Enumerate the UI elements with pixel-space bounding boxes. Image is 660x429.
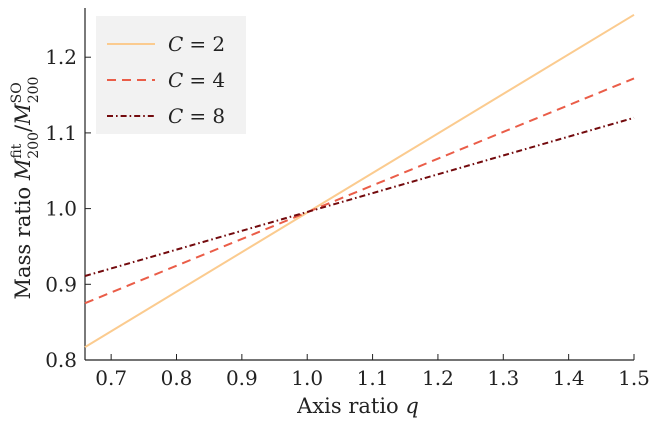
x-tick-label: 1.5 xyxy=(618,366,650,390)
y-axis-title-group: Mass ratio Mfit200/MSO200 xyxy=(9,77,42,300)
series-lines xyxy=(84,13,635,348)
series-line-1 xyxy=(84,13,635,348)
legend-symbol-2: C xyxy=(168,68,183,92)
legend-label-1: C = 2 xyxy=(168,32,225,56)
ticks: 0.7 0.8 0.9 1.0 1.1 1.2 1.3 1.4 1.5 0.8 0.9 1.0 1.1 1… xyxy=(45,45,650,390)
y-tick-label: 0.8 xyxy=(45,348,77,372)
x-tick-label: 0.9 xyxy=(226,366,258,390)
legend-symbol-3: C xyxy=(168,104,183,128)
y-axis-title: Mass ratio Mfit200/MSO200 xyxy=(9,77,42,300)
legend-value-1: = 2 xyxy=(189,32,225,56)
x-tick-label: 0.7 xyxy=(95,366,127,390)
legend-value-3: = 8 xyxy=(189,104,225,128)
y-tick-label: 1.2 xyxy=(45,45,77,69)
x-tick-label: 1.3 xyxy=(487,366,519,390)
legend-box xyxy=(96,16,246,134)
x-axis-title: Axis ratio q xyxy=(296,394,419,418)
series-line-3 xyxy=(84,116,635,277)
y-tick-label: 0.9 xyxy=(45,272,77,296)
legend-value-2: = 4 xyxy=(189,68,225,92)
x-tick-label: 1.2 xyxy=(422,366,454,390)
x-tick-label: 1.4 xyxy=(553,366,585,390)
x-tick-label: 1.1 xyxy=(357,366,389,390)
legend: C = 2C = 4C = 8 xyxy=(96,16,246,134)
y-tick-label: 1.1 xyxy=(45,121,77,145)
x-tick-label: 1.0 xyxy=(291,366,323,390)
legend-symbol-1: C xyxy=(168,32,183,56)
x-tick-label: 0.8 xyxy=(161,366,193,390)
series-line-2 xyxy=(84,77,635,305)
y-tick-label: 1.0 xyxy=(45,197,77,221)
legend-label-2: C = 4 xyxy=(168,68,225,92)
legend-label-3: C = 8 xyxy=(168,104,225,128)
